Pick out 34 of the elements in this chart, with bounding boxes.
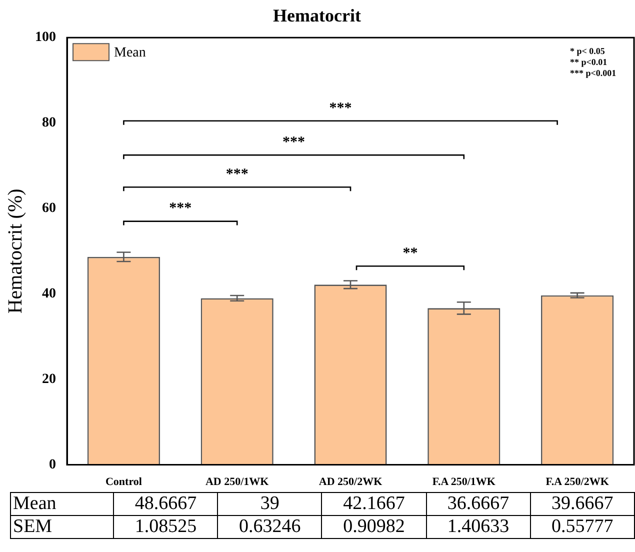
text: 0.90982 <box>322 516 426 538</box>
data-label: 42.1667 <box>322 492 426 516</box>
annotation: *** <box>329 100 352 116</box>
y-tick-label: 60 <box>42 201 56 216</box>
x-tick-label: F.A 250/1WK <box>432 476 496 488</box>
y-tick-label: 100 <box>35 30 56 46</box>
text: SEM <box>10 516 114 538</box>
y-tick-label: 40 <box>42 286 56 302</box>
text: 1.08525 <box>114 516 218 538</box>
data-label: 39 <box>218 492 322 516</box>
data-label: 36.6667 <box>426 492 530 516</box>
text: Mean <box>13 493 56 514</box>
data-label: 48.6667 <box>114 492 218 516</box>
y-axis-title: Hematocrit (%) <box>4 188 26 314</box>
chart-title: Hematocrit <box>273 5 361 26</box>
annotation: *** <box>282 134 306 150</box>
legend-label: Mean <box>114 45 146 60</box>
annotation: ** p<0.01 <box>570 56 608 67</box>
text: 0.63246 <box>218 516 322 538</box>
annotation: ** <box>402 246 418 262</box>
text: 0.55777 <box>530 516 634 538</box>
annotation: *** p<0.001 <box>570 68 617 78</box>
x-tick-label: F.A 250/2WK <box>546 476 610 488</box>
text: 1.40633 <box>426 516 530 538</box>
x-tick-label: AD 250/2WK <box>318 476 383 488</box>
annotation: *** <box>226 166 248 182</box>
y-tick-label: 20 <box>42 372 56 387</box>
annotation: * p< 0.05 <box>570 46 606 56</box>
annotation: *** <box>169 200 192 217</box>
y-tick-label: 80 <box>42 116 56 131</box>
data-label: 39.6667 <box>530 492 634 516</box>
x-tick-label: Control <box>105 476 142 488</box>
x-tick-label: AD 250/1WK <box>205 476 270 488</box>
y-tick-label: 0 <box>49 457 56 472</box>
